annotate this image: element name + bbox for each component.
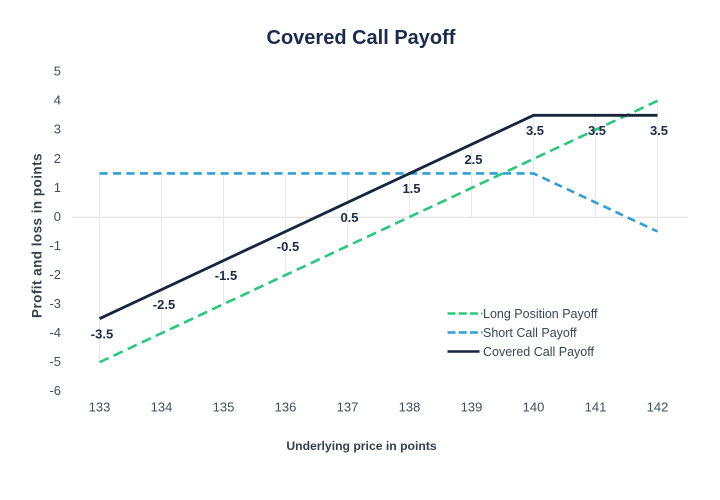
svg-text:137: 137 <box>337 400 359 415</box>
svg-text:3.5: 3.5 <box>650 123 668 138</box>
svg-text:0: 0 <box>54 209 61 224</box>
svg-text:-0.5: -0.5 <box>277 239 299 254</box>
svg-text:2: 2 <box>54 151 61 166</box>
svg-text:-1: -1 <box>49 238 61 253</box>
svg-text:140: 140 <box>523 400 545 415</box>
svg-text:Underlying price in points: Underlying price in points <box>286 439 437 453</box>
svg-text:-3: -3 <box>49 296 61 311</box>
svg-text:-4: -4 <box>49 325 61 340</box>
svg-text:Long Position Payoff: Long Position Payoff <box>483 307 598 321</box>
svg-text:142: 142 <box>647 400 669 415</box>
svg-text:2.5: 2.5 <box>464 152 482 167</box>
svg-text:138: 138 <box>399 400 421 415</box>
svg-text:3: 3 <box>54 122 61 137</box>
svg-text:Covered Call Payoff: Covered Call Payoff <box>267 27 456 49</box>
svg-text:-1.5: -1.5 <box>215 268 237 283</box>
svg-text:1: 1 <box>54 180 61 195</box>
svg-text:5: 5 <box>54 64 61 79</box>
svg-text:141: 141 <box>585 400 607 415</box>
svg-text:Profit and loss in points: Profit and loss in points <box>30 153 45 318</box>
svg-text:1.5: 1.5 <box>402 181 420 196</box>
svg-text:Short Call Payoff: Short Call Payoff <box>483 326 577 340</box>
svg-text:4: 4 <box>54 93 61 108</box>
svg-text:-6: -6 <box>49 383 61 398</box>
svg-text:Covered Call Payoff: Covered Call Payoff <box>483 345 594 359</box>
svg-text:136: 136 <box>275 400 297 415</box>
svg-text:3.5: 3.5 <box>588 123 606 138</box>
svg-text:135: 135 <box>213 400 235 415</box>
svg-text:-3.5: -3.5 <box>91 326 113 341</box>
svg-text:-2.5: -2.5 <box>153 297 175 312</box>
svg-text:-2: -2 <box>49 267 61 282</box>
svg-text:139: 139 <box>461 400 483 415</box>
svg-text:0.5: 0.5 <box>340 210 358 225</box>
svg-text:-5: -5 <box>49 354 61 369</box>
svg-text:133: 133 <box>89 400 111 415</box>
svg-text:134: 134 <box>151 400 173 415</box>
svg-text:3.5: 3.5 <box>526 123 544 138</box>
